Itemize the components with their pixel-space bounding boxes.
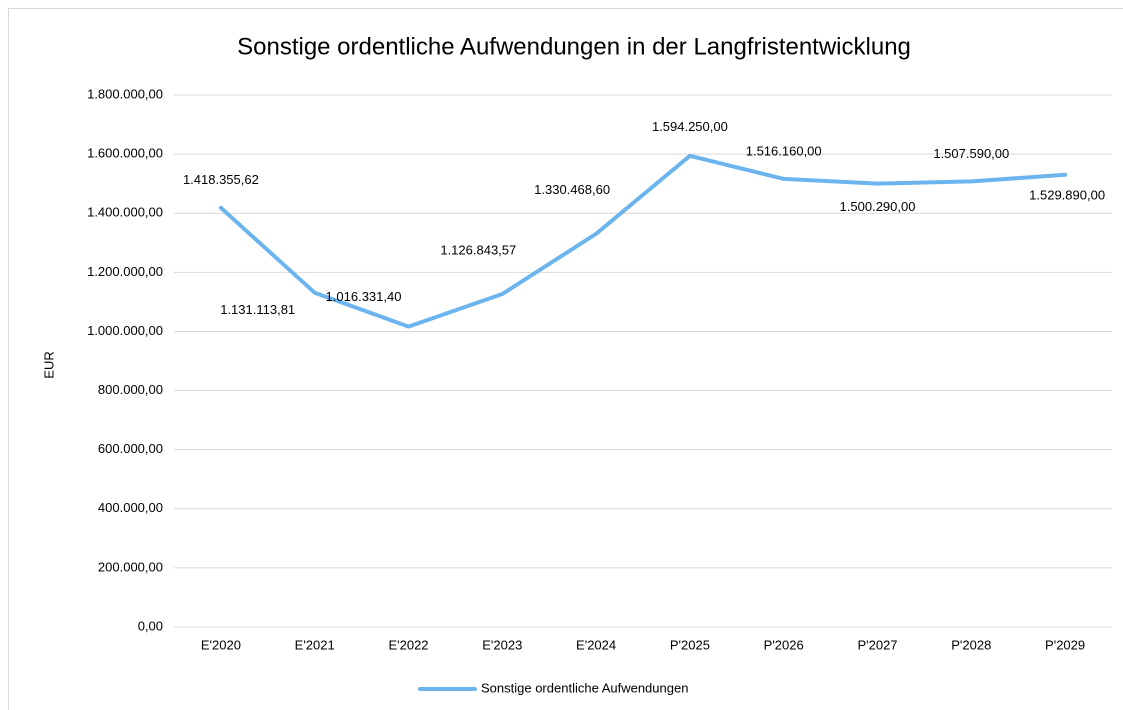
y-tick-label: 1.800.000,00 (87, 86, 163, 101)
data-label: 1.529.890,00 (1029, 187, 1105, 202)
x-tick-label: P'2026 (764, 637, 804, 652)
x-tick-label: E'2020 (201, 637, 241, 652)
data-label: 1.500.290,00 (840, 199, 916, 214)
legend-label: Sonstige ordentliche Aufwendungen (481, 680, 688, 695)
x-tick-label: P'2025 (670, 637, 710, 652)
y-tick-label: 0,00 (138, 618, 163, 633)
data-label: 1.507.590,00 (933, 146, 1009, 161)
x-tick-label: E'2024 (576, 637, 616, 652)
y-tick-label: 600.000,00 (98, 441, 163, 456)
data-label: 1.126.843,57 (440, 242, 516, 257)
x-tick-label: P'2028 (951, 637, 991, 652)
x-tick-label: E'2021 (295, 637, 335, 652)
data-line (218, 153, 1068, 329)
x-tick-label: E'2022 (388, 637, 428, 652)
y-tick-label: 200.000,00 (98, 559, 163, 574)
data-label: 1.516.160,00 (746, 143, 822, 158)
chart-border (8, 8, 1123, 710)
data-label: 1.418.355,62 (183, 172, 259, 187)
data-label: 1.131.113,81 (220, 302, 295, 317)
x-tick-label: P'2027 (857, 637, 897, 652)
x-tick-label: E'2023 (482, 637, 522, 652)
data-label: 1.016.331,40 (326, 289, 402, 304)
y-tick-label: 400.000,00 (98, 500, 163, 515)
chart-title: Sonstige ordentliche Aufwendungen in der… (237, 33, 911, 60)
y-tick-label: 1.000.000,00 (87, 323, 163, 338)
y-axis-label: EUR (41, 351, 56, 378)
y-tick-label: 1.400.000,00 (87, 205, 163, 220)
x-tick-label: P'2029 (1045, 637, 1085, 652)
y-tick-label: 1.200.000,00 (87, 264, 163, 279)
data-label: 1.594.250,00 (652, 119, 728, 134)
y-tick-label: 1.600.000,00 (87, 146, 163, 161)
data-label: 1.330.468,60 (534, 182, 610, 197)
y-tick-label: 800.000,00 (98, 382, 163, 397)
